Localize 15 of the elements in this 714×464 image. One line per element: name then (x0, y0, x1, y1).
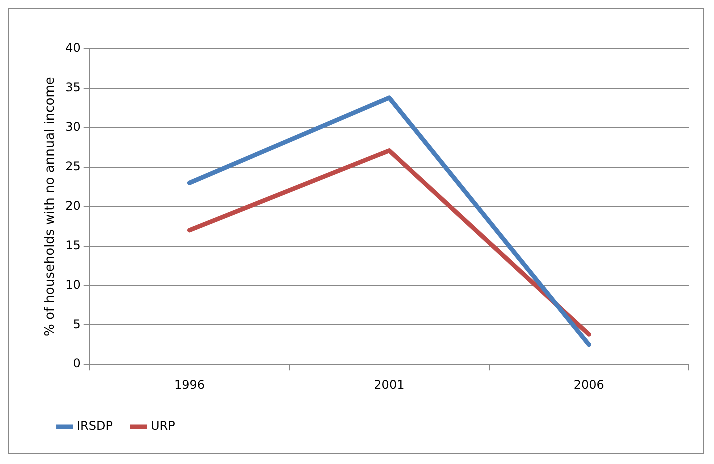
y-tick-label: 25 (66, 159, 81, 174)
x-tick-label: 2006 (574, 378, 604, 392)
y-tick-label: 30 (66, 120, 81, 134)
y-tick-label: 0 (73, 356, 81, 371)
x-tick-label: 1996 (174, 378, 205, 392)
y-tick-label: 10 (66, 278, 81, 292)
y-axis-title: % of households with no annual income (43, 77, 58, 336)
y-tick-label: 40 (66, 41, 81, 56)
y-tick-label: 20 (66, 198, 81, 213)
legend-label: URP (150, 419, 176, 434)
y-tick-label: 35 (66, 80, 81, 95)
x-tick-label: 2001 (374, 378, 405, 392)
legend-label: IRSDP (77, 419, 113, 434)
y-tick-label: 5 (73, 317, 81, 332)
y-tick-label: 15 (66, 238, 81, 252)
